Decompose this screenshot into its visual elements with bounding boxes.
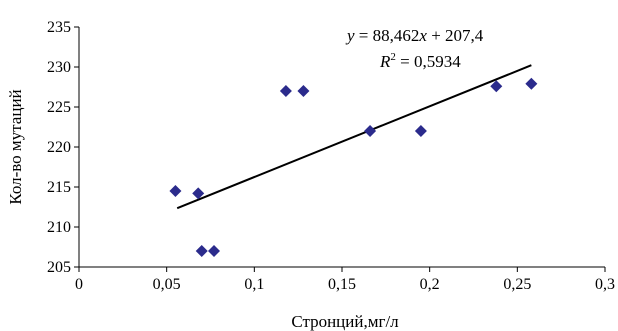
x-tick-label: 0,25 bbox=[503, 276, 531, 293]
data-point-marker bbox=[364, 125, 376, 137]
trendline-equation: y = 88,462x + 207,4 bbox=[345, 26, 484, 45]
data-point-marker bbox=[297, 85, 309, 97]
data-point-marker bbox=[208, 245, 220, 257]
y-tick-label: 205 bbox=[47, 259, 71, 276]
data-points bbox=[169, 78, 537, 257]
y-axis-title: Кол-во мутаций bbox=[6, 89, 25, 204]
x-tick-label: 0 bbox=[75, 276, 83, 293]
y-tick-label: 215 bbox=[47, 179, 71, 196]
y-tick-label: 230 bbox=[47, 59, 71, 76]
x-axis-title: Стронций,мг/л bbox=[291, 312, 399, 331]
x-tick-label: 0,3 bbox=[595, 276, 615, 293]
y-tick-label: 220 bbox=[47, 139, 71, 156]
trendline-group bbox=[177, 65, 531, 208]
trendline bbox=[177, 65, 531, 208]
axes bbox=[79, 27, 605, 267]
data-point-marker bbox=[415, 125, 427, 137]
x-tick-label: 0,05 bbox=[153, 276, 181, 293]
data-point-marker bbox=[525, 78, 537, 90]
r-squared-label: R2 = 0,5934 bbox=[379, 51, 461, 71]
data-point-marker bbox=[196, 245, 208, 257]
y-tick-label: 210 bbox=[47, 219, 71, 236]
y-tick-label: 225 bbox=[47, 99, 71, 116]
x-axis-ticks: 0 0,05 0,1 0,15 0,2 0,25 0,3 bbox=[75, 267, 615, 293]
y-axis-ticks: 205 210 215 220 225 230 235 bbox=[47, 19, 79, 276]
x-tick-label: 0,2 bbox=[420, 276, 440, 293]
data-point-marker bbox=[169, 185, 181, 197]
x-tick-label: 0,15 bbox=[328, 276, 356, 293]
x-tick-label: 0,1 bbox=[244, 276, 264, 293]
y-tick-label: 235 bbox=[47, 19, 71, 36]
data-point-marker bbox=[280, 85, 292, 97]
